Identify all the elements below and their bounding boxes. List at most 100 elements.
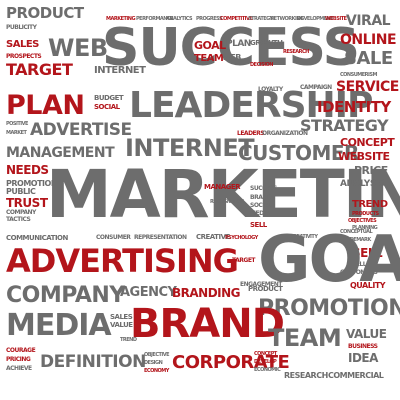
- word-sell-small: SELL: [250, 221, 267, 229]
- word-objective: OBJECTIVE: [144, 352, 170, 358]
- word-target: TARGET: [6, 60, 73, 79]
- word-plan-small: PLAN: [226, 39, 251, 49]
- word-value: VALUE: [346, 327, 387, 341]
- word-recognition: RECOGNITION: [210, 199, 244, 205]
- word-identity: IDENTITY: [317, 98, 391, 116]
- word-media-small: MEDIA: [250, 210, 270, 217]
- word-goal-small: GOAL: [194, 39, 226, 52]
- word-sell: SELL: [352, 246, 383, 260]
- word-website: WEBSITE: [338, 150, 390, 163]
- word-brand: BRAND: [130, 301, 285, 347]
- word-idea: IDEA: [348, 351, 378, 365]
- word-achieve: ACHIEVE: [6, 365, 32, 372]
- word-agency: AGENCY: [120, 285, 177, 300]
- word-leaders: LEADERS: [237, 130, 265, 137]
- word-competitive: COMPETITIVE: [220, 16, 253, 22]
- word-company-small: COMPANY: [6, 209, 36, 216]
- word-strategy-small: STRATEGY: [248, 16, 273, 22]
- word-management: MANAGEMENT: [6, 145, 115, 161]
- word-needs: NEEDS: [6, 163, 49, 177]
- word-company: COMPANY: [6, 283, 125, 308]
- word-manager: MANAGER: [204, 183, 241, 191]
- word-branding: BRANDING: [172, 286, 241, 300]
- word-internet-small: INTERNET: [94, 65, 146, 76]
- word-growth: GROWTH: [250, 39, 283, 47]
- word-team: TEAM: [268, 324, 342, 352]
- word-sales: SALES: [6, 39, 39, 50]
- word-product: PRODUCT: [6, 4, 84, 22]
- word-analysis: ANALYSIS: [340, 179, 385, 189]
- word-website-small: WEBSITE: [325, 16, 347, 22]
- word-tactics: TACTICS: [6, 216, 31, 223]
- word-price: PRICE: [354, 164, 388, 177]
- word-progress: PROGRESS: [196, 16, 223, 22]
- word-online: ONLINE: [340, 32, 397, 48]
- word-strategy: STRATEGY: [300, 116, 389, 135]
- word-social-red: SOCIAL: [94, 103, 120, 111]
- word-definition: DEFINITION: [40, 352, 146, 372]
- word-engagement: ENGAGEMENT: [240, 281, 282, 288]
- word-customers: CUSTOMERS: [340, 269, 378, 276]
- word-concept: CONCEPT: [340, 136, 395, 149]
- word-networking: NETWORKING: [270, 16, 304, 22]
- word-positive: POSITIVE: [6, 121, 28, 127]
- word-marketing: MARKETING: [106, 16, 136, 22]
- word-marketing-large: MARKETING: [46, 156, 400, 233]
- word-consumerism: CONSUMERISM: [340, 72, 377, 78]
- word-brand-small: BRAND: [250, 194, 272, 201]
- word-selling: SELLING: [352, 261, 377, 268]
- word-budget: BUDGET: [94, 94, 124, 102]
- word-web-large: WEB: [48, 34, 108, 62]
- word-success-small: SUCCESS: [250, 185, 277, 192]
- word-media: MEDIA: [6, 308, 112, 343]
- word-performance: PERFORMANCE: [136, 16, 174, 22]
- word-research-small: RESEARCH: [283, 49, 309, 55]
- word-research: RESEARCH: [284, 371, 328, 380]
- word-sales-small: SALES: [110, 313, 133, 321]
- word-development: DEVELOPMENT: [297, 16, 334, 22]
- word-courage: COURAGE: [6, 347, 36, 354]
- word-sale: SALE: [344, 48, 393, 69]
- word-value-small: VALUE: [110, 321, 133, 329]
- word-web-small: WEB: [222, 53, 241, 62]
- word-business: BUSINESS: [348, 343, 378, 350]
- word-trust: TRUST: [6, 196, 48, 210]
- word-corporate: CORPORATE: [172, 352, 290, 373]
- word-products: PRODUCTS: [352, 211, 379, 217]
- word-analytics: ANALYTICS: [166, 16, 193, 22]
- word-market: MARKET: [6, 130, 27, 136]
- word-consumer: CONSUMER: [96, 234, 131, 241]
- word-product-small: PRODUCT: [248, 285, 283, 293]
- word-develop: DEVELOP: [254, 359, 277, 365]
- word-leadership: LEADERSHIP: [129, 85, 373, 126]
- word-trend-small: TREND: [120, 337, 137, 343]
- word-design: DESIGN: [144, 360, 163, 366]
- word-planning: PLANNING: [352, 225, 378, 231]
- word-decision: DECISION: [250, 62, 274, 68]
- word-campaign: CAMPAIGN: [300, 84, 332, 91]
- word-promotion-small: PROMOTION: [6, 179, 58, 188]
- word-viral: VIRAL: [346, 13, 391, 29]
- word-target-small: TARGET: [232, 257, 256, 264]
- word-organization: ORGANIZATION: [262, 130, 308, 137]
- word-pricing: PRICING: [6, 356, 31, 363]
- word-social: SOCIAL: [250, 202, 272, 209]
- word-advertise: ADVERTISE: [30, 120, 132, 140]
- word-advertising: ADVERTISING: [6, 242, 239, 280]
- word-representation: REPRESENTATION: [134, 234, 187, 241]
- word-public: PUBLIC: [6, 187, 36, 196]
- word-success-large: SUCCESS: [102, 18, 360, 78]
- word-psychology: PSYCHOLOGY: [225, 235, 258, 241]
- word-objectives: OBJECTIVES: [348, 218, 377, 224]
- word-publicity: PUBLICITY: [6, 24, 37, 31]
- word-quality: QUALITY: [350, 281, 386, 290]
- word-service: SERVICE: [336, 79, 399, 95]
- word-team-small: TEAM: [194, 53, 224, 64]
- word-plan-large: PLAN: [6, 90, 85, 121]
- word-promotion: PROMOTION: [258, 296, 400, 321]
- word-concept-small: CONCEPT: [254, 351, 277, 357]
- word-creative: CREATIVE: [196, 233, 230, 241]
- word-conceptual: CONCEPTUAL: [340, 229, 373, 235]
- word-goal-large: GOAL: [258, 223, 400, 297]
